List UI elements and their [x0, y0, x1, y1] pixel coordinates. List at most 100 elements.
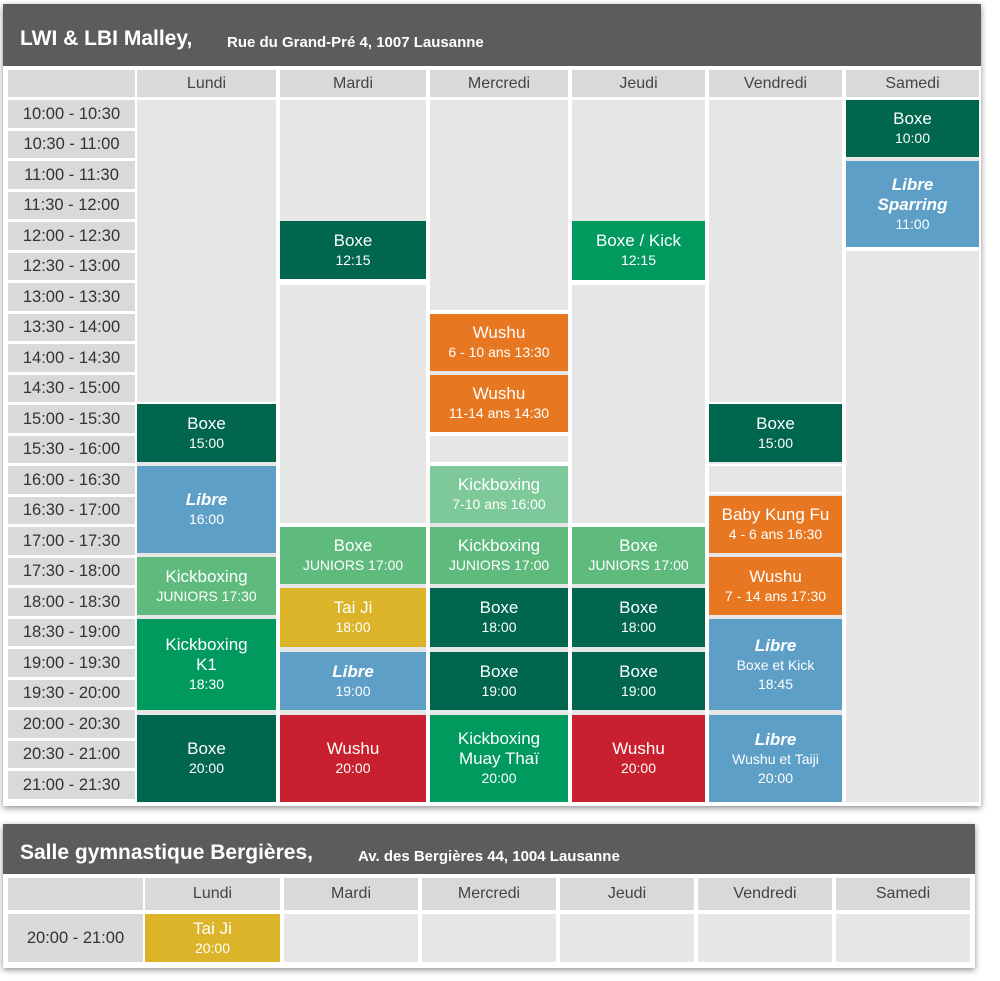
class-time: 11:00 [895, 215, 930, 232]
time-slot: 12:30 - 13:00 [8, 253, 135, 280]
class-title: Wushu [472, 323, 526, 342]
class-title: Boxe [619, 598, 658, 617]
class-title: Wushu [326, 739, 380, 758]
class-subtitle: Boxe et Kick [736, 656, 815, 673]
class-vendredi-baby-kung-fu[interactable]: Baby Kung Fu 4 - 6 ans 16:30 [709, 496, 842, 553]
separator [572, 280, 705, 285]
class-jeudi-wushu-20[interactable]: Wushu 20:00 [572, 715, 705, 802]
cell-mercredi [422, 914, 556, 962]
time-slot: 17:00 - 17:30 [8, 527, 135, 555]
cell-vendredi [698, 914, 832, 962]
class-title: Boxe [619, 661, 658, 681]
day-header-samedi: Samedi [846, 70, 979, 97]
class-jeudi-boxe-juniors[interactable]: Boxe JUNIORS 17:00 [572, 527, 705, 584]
time-slot: 18:00 - 18:30 [8, 588, 135, 616]
class-mercredi-kickboxing-muay-thai[interactable]: Kickboxing Muay Thaï 20:00 [430, 715, 568, 802]
malley-title-bar: LWI & LBI Malley, Rue du Grand-Pré 4, 10… [3, 4, 981, 66]
class-title: Boxe / Kick [595, 231, 682, 250]
class-title: Libre [754, 635, 797, 655]
class-title: Boxe [333, 230, 373, 250]
class-mercredi-wushu-11-14[interactable]: Wushu 11-14 ans 14:30 [430, 375, 568, 432]
class-mardi-taiji[interactable]: Tai Ji 18:00 [280, 588, 426, 647]
class-mercredi-kickboxing-juniors[interactable]: Kickboxing JUNIORS 17:00 [430, 527, 568, 584]
class-time: JUNIORS 17:00 [448, 557, 550, 573]
class-vendredi-libre-boxe-kick[interactable]: Libre Boxe et Kick 18:45 [709, 619, 842, 710]
class-mercredi-wushu-6-10[interactable]: Wushu 6 - 10 ans 13:30 [430, 314, 568, 371]
class-time: 18:00 [620, 619, 657, 635]
class-time: 11-14 ans 14:30 [448, 405, 550, 421]
class-title: Libre [332, 661, 374, 681]
time-slot: 13:00 - 13:30 [8, 283, 135, 311]
class-time: 18:45 [757, 675, 794, 692]
time-slot: 11:30 - 12:00 [8, 192, 135, 219]
class-lundi-kickboxing-juniors[interactable]: Kickboxing JUNIORS 17:30 [137, 557, 276, 615]
class-title: Baby Kung Fu [721, 505, 830, 524]
time-slot: 11:00 - 11:30 [8, 161, 135, 189]
class-time: 4 - 6 ans 16:30 [728, 526, 823, 542]
class-mardi-wushu-20[interactable]: Wushu 20:00 [280, 715, 426, 802]
time-slot: 20:30 - 21:00 [8, 741, 135, 768]
class-time: 20:00 [194, 939, 231, 956]
class-title: Boxe [893, 109, 932, 128]
class-time: 18:30 [188, 676, 225, 692]
class-vendredi-wushu-7-14[interactable]: Wushu 7 - 14 ans 17:30 [709, 557, 842, 615]
class-vendredi-libre-wushu-taiji[interactable]: Libre Wushu et Taiji 20:00 [709, 715, 842, 802]
cell-jeudi [560, 914, 694, 962]
class-time: 6 - 10 ans 13:30 [448, 344, 550, 360]
class-title: Boxe [756, 413, 795, 433]
class-title: Kickboxing [165, 635, 248, 654]
column-gap-vendredi [709, 466, 842, 492]
separator [430, 310, 568, 314]
class-title: Libre [185, 490, 228, 509]
day-header-lundi: Lundi [137, 70, 276, 97]
separator [572, 523, 705, 527]
class-title: Wushu [749, 566, 802, 586]
class-mercredi-kickboxing-7-10[interactable]: Kickboxing 7-10 ans 16:00 [430, 466, 568, 523]
class-mercredi-boxe-18[interactable]: Boxe 18:00 [430, 588, 568, 647]
class-bergieres-lundi-taiji[interactable]: Tai Ji 20:00 [145, 914, 280, 962]
cell-samedi [836, 914, 970, 962]
time-slot: 20:00 - 21:00 [8, 914, 143, 962]
separator [709, 402, 842, 404]
class-title: Kickboxing [457, 536, 541, 555]
time-slot: 16:30 - 17:00 [8, 497, 135, 524]
class-title: Kickboxing [165, 566, 248, 586]
class-title: Kickboxing [457, 729, 541, 748]
class-mardi-boxe-1215[interactable]: Boxe 12:15 [280, 221, 426, 279]
class-mardi-libre-19[interactable]: Libre 19:00 [280, 652, 426, 710]
class-mercredi-boxe-19[interactable]: Boxe 19:00 [430, 652, 568, 710]
class-title: Boxe [479, 661, 519, 681]
class-lundi-kickboxing-k1[interactable]: Kickboxing K1 18:30 [137, 619, 276, 710]
class-mardi-boxe-juniors[interactable]: Boxe JUNIORS 17:00 [280, 527, 426, 584]
malley-title: LWI & LBI Malley, [20, 27, 193, 50]
class-samedi-libre-sparring[interactable]: Libre Sparring 11:00 [846, 161, 979, 247]
class-time: 16:00 [188, 511, 225, 527]
class-title: Libre [891, 174, 934, 194]
class-time: 15:00 [757, 434, 794, 451]
class-title: Libre [754, 729, 797, 749]
class-time: 7-10 ans 16:00 [452, 496, 546, 512]
class-jeudi-boxe-18[interactable]: Boxe 18:00 [572, 588, 705, 647]
time-slot: 20:00 - 20:30 [8, 710, 135, 738]
malley-address: Rue du Grand-Pré 4, 1007 Lausanne [227, 34, 484, 51]
class-time: 19:00 [620, 682, 657, 699]
separator [430, 462, 568, 466]
class-lundi-libre-16[interactable]: Libre 16:00 [137, 466, 276, 553]
class-title: Boxe [187, 413, 226, 433]
class-samedi-boxe-10[interactable]: Boxe 10:00 [846, 100, 979, 157]
time-slot: 19:00 - 19:30 [8, 649, 135, 677]
class-time: 19:00 [481, 682, 517, 699]
time-slot: 16:00 - 16:30 [8, 466, 135, 494]
time-slot: 17:30 - 18:00 [8, 558, 135, 585]
class-title: Boxe [619, 536, 658, 555]
cell-mardi [284, 914, 418, 962]
class-vendredi-boxe-15[interactable]: Boxe 15:00 [709, 404, 842, 462]
class-jeudi-boxe-kick[interactable]: Boxe / Kick 12:15 [572, 221, 705, 280]
day-header-mardi: Mardi [284, 878, 418, 910]
class-jeudi-boxe-19[interactable]: Boxe 19:00 [572, 652, 705, 710]
class-title-2: Muay Thaï [458, 749, 539, 768]
class-lundi-boxe-15[interactable]: Boxe 15:00 [137, 404, 276, 462]
header-blank [8, 70, 135, 97]
class-lundi-boxe-20[interactable]: Boxe 20:00 [137, 715, 276, 802]
class-title-2: Sparring [877, 194, 948, 214]
